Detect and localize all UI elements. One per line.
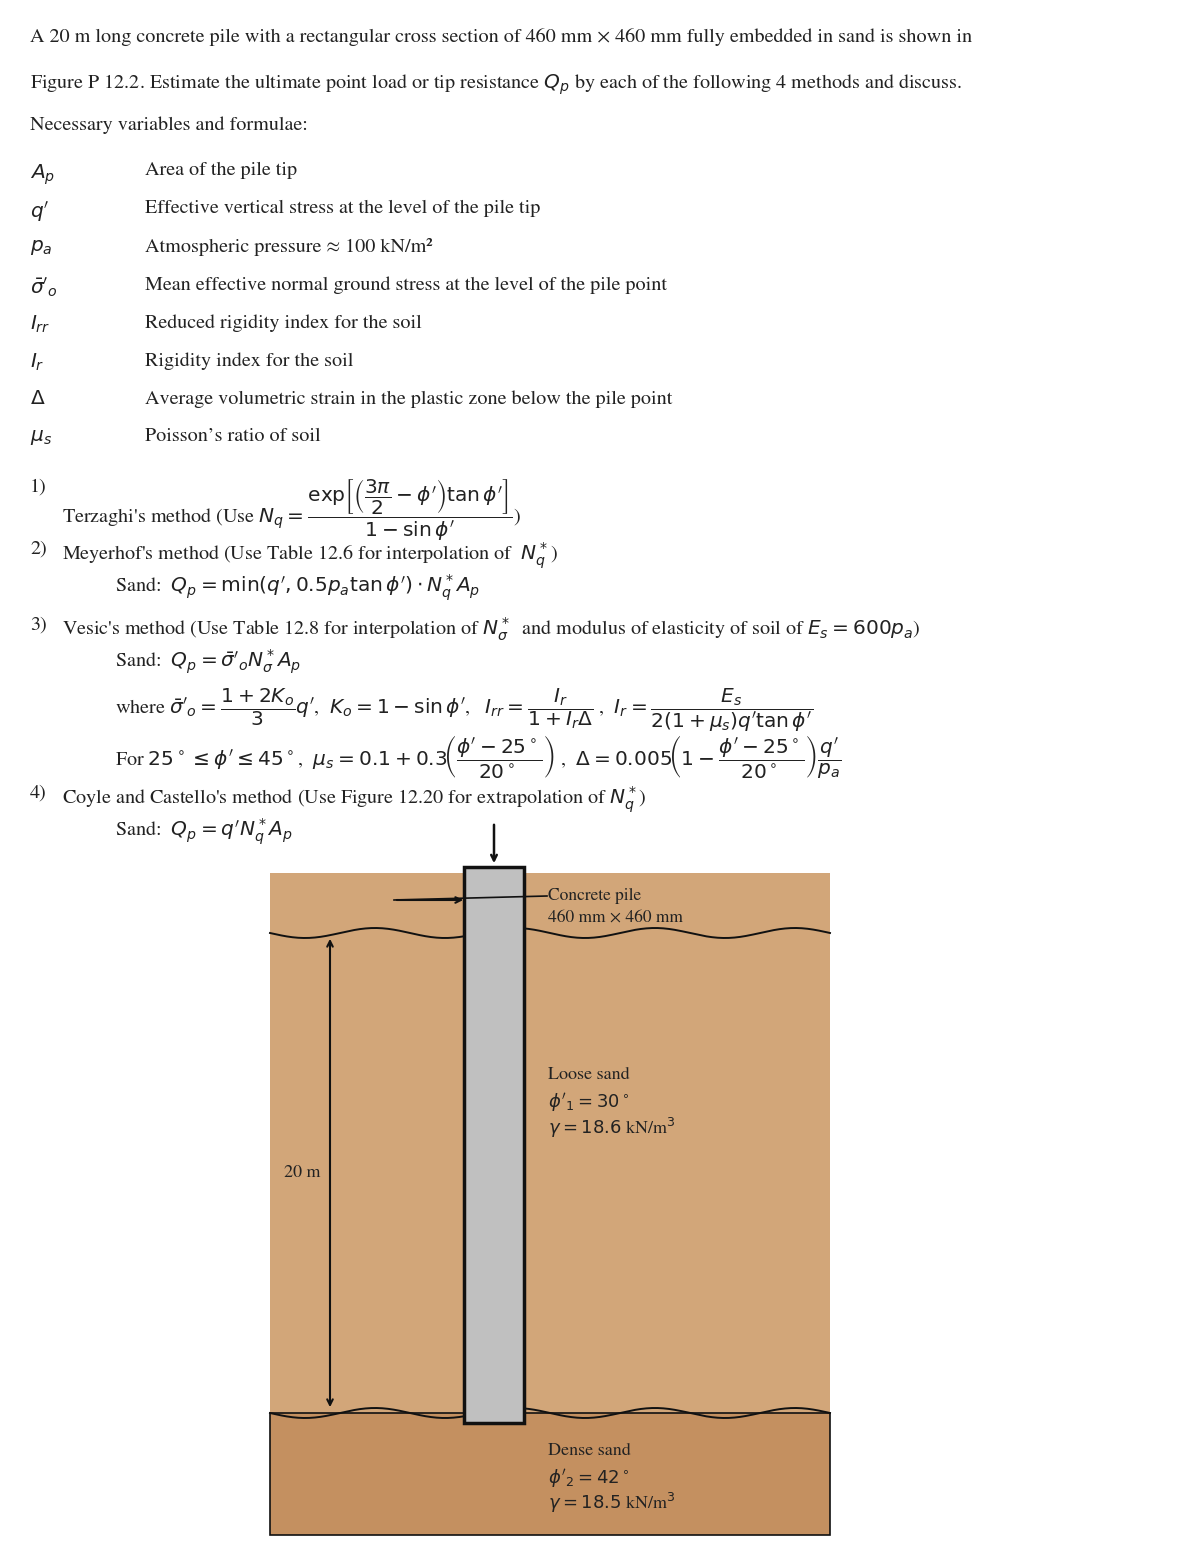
Text: Dense sand: Dense sand [548, 1443, 631, 1459]
Text: Area of the pile tip: Area of the pile tip [145, 162, 298, 179]
Text: $I_r$: $I_r$ [30, 351, 44, 373]
Text: $I_{rr}$: $I_{rr}$ [30, 314, 50, 336]
Text: For $25^\circ \leq \phi' \leq 45^\circ$,  $\mu_s = 0.1 + 0.3\!\left(\dfrac{\phi': For $25^\circ \leq \phi' \leq 45^\circ$,… [115, 734, 841, 781]
Text: $q'$: $q'$ [30, 201, 49, 224]
Text: Poisson’s ratio of soil: Poisson’s ratio of soil [145, 428, 320, 445]
Text: A 20 m long concrete pile with a rectangular cross section of 460 mm × 460 mm fu: A 20 m long concrete pile with a rectang… [30, 28, 972, 47]
Text: Terzaghi's method (Use $N_q = \dfrac{\exp\!\left[\left(\dfrac{3\pi}{2}-\phi'\rig: Terzaghi's method (Use $N_q = \dfrac{\ex… [62, 477, 521, 543]
Text: $A_p$: $A_p$ [30, 162, 55, 187]
Text: Coyle and Castello's method (Use Figure 12.20 for extrapolation of $N_q^*$): Coyle and Castello's method (Use Figure … [62, 784, 647, 815]
Text: 3): 3) [30, 616, 47, 633]
Text: $\Delta$: $\Delta$ [30, 390, 46, 407]
Text: $\gamma = 18.5$ kN/m$^3$: $\gamma = 18.5$ kN/m$^3$ [548, 1491, 676, 1515]
Text: where $\bar{\sigma}'_o = \dfrac{1+2K_o}{3}q'$,  $K_o = 1 - \sin\phi'$,   $I_{rr}: where $\bar{\sigma}'_o = \dfrac{1+2K_o}{… [115, 686, 814, 734]
Text: Loose sand: Loose sand [548, 1067, 630, 1084]
Text: Sand:  $Q_p = \min(q', 0.5p_a\tan\phi') \cdot N_q^* A_p$: Sand: $Q_p = \min(q', 0.5p_a\tan\phi') \… [115, 572, 480, 603]
Text: Effective vertical stress at the level of the pile tip: Effective vertical stress at the level o… [145, 201, 540, 218]
Text: Vesic's method (Use Table 12.8 for interpolation of $N_\sigma^*$  and modulus of: Vesic's method (Use Table 12.8 for inter… [62, 616, 920, 644]
Text: 4): 4) [30, 784, 47, 801]
Text: $p_a$: $p_a$ [30, 238, 53, 257]
Text: Atmospheric pressure ≈ 100 kN/m²: Atmospheric pressure ≈ 100 kN/m² [145, 238, 432, 257]
Text: Sand:  $Q_p = q'N_q^* A_p$: Sand: $Q_p = q'N_q^* A_p$ [115, 816, 293, 846]
Text: Meyerhof's method (Use Table 12.6 for interpolation of  $N_q^*$): Meyerhof's method (Use Table 12.6 for in… [62, 540, 558, 571]
Text: $\gamma = 18.6$ kN/m$^3$: $\gamma = 18.6$ kN/m$^3$ [548, 1115, 676, 1140]
Bar [270, 872, 830, 933]
Text: $\bar{\sigma}'_o$: $\bar{\sigma}'_o$ [30, 275, 58, 300]
Text: $\phi'_2 = 42^\circ$: $\phi'_2 = 42^\circ$ [548, 1466, 630, 1490]
Bar [270, 933, 830, 1413]
Text: 2): 2) [30, 540, 47, 557]
Bar [464, 868, 524, 1423]
Text: Sand:  $Q_p = \bar{\sigma}'_o N_\sigma^* A_p$: Sand: $Q_p = \bar{\sigma}'_o N_\sigma^* … [115, 648, 301, 676]
Text: 460 mm × 460 mm: 460 mm × 460 mm [548, 910, 683, 927]
Text: $\phi'_1 = 30^\circ$: $\phi'_1 = 30^\circ$ [548, 1092, 630, 1115]
Text: Figure P 12.2. Estimate the ultimate point load or tip resistance $Q_p$ by each : Figure P 12.2. Estimate the ultimate poi… [30, 72, 962, 96]
Text: $\mu_s$: $\mu_s$ [30, 428, 52, 446]
Text: Reduced rigidity index for the soil: Reduced rigidity index for the soil [145, 314, 421, 331]
Text: Mean effective normal ground stress at the level of the pile point: Mean effective normal ground stress at t… [145, 275, 667, 294]
Text: 20 m: 20 m [283, 1165, 320, 1180]
Text: Necessary variables and formulae:: Necessary variables and formulae: [30, 117, 308, 134]
Text: Average volumetric strain in the plastic zone below the pile point: Average volumetric strain in the plastic… [145, 390, 672, 407]
Bar [270, 1413, 830, 1535]
Text: Concrete pile: Concrete pile [548, 888, 641, 903]
Text: Rigidity index for the soil: Rigidity index for the soil [145, 351, 353, 370]
Text: 1): 1) [30, 477, 47, 494]
